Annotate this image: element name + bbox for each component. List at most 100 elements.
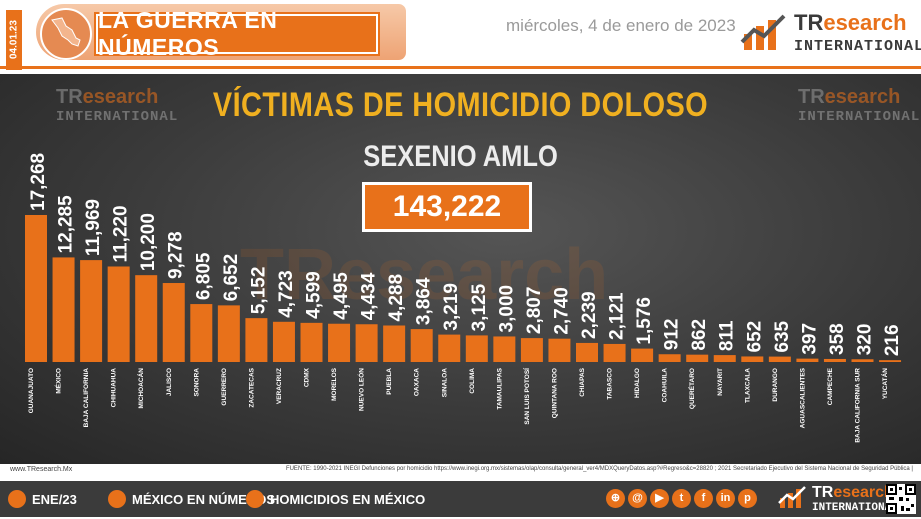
footer-homicidios-label: HOMICIDIOS EN MÉXICO xyxy=(270,491,426,507)
value-label-16: 3,219 xyxy=(441,283,462,331)
bar-26 xyxy=(713,355,736,362)
watermark-right-a: TR xyxy=(798,86,825,108)
header-divider xyxy=(0,66,921,69)
value-label-8: 6,652 xyxy=(221,254,242,302)
category-label-29: AGUASCALIENTES xyxy=(799,367,806,428)
bar-6 xyxy=(162,283,185,362)
bar-19 xyxy=(520,338,543,362)
category-label-2: MÉXICO xyxy=(54,368,63,394)
twitter-icon[interactable]: t xyxy=(672,489,691,508)
category-label-7: SONORA xyxy=(193,368,200,397)
bar-18 xyxy=(493,336,516,362)
site-url[interactable]: www.TResearch.Mx xyxy=(10,466,73,473)
category-label-20: QUINTANA ROO xyxy=(551,368,558,418)
bar-30 xyxy=(823,358,846,362)
watermark-left: TResearch INTERNATIONAL xyxy=(18,86,178,125)
category-label-24: COAHUILA xyxy=(662,368,669,403)
value-label-32: 216 xyxy=(882,324,903,356)
chart-title: VÍCTIMAS DE HOMICIDIO DOLOSO xyxy=(212,86,709,124)
category-label-28: DURANGO xyxy=(772,368,779,402)
pinterest-icon[interactable]: p xyxy=(738,489,757,508)
bar-3 xyxy=(80,260,103,362)
value-label-4: 11,220 xyxy=(111,205,132,262)
facebook-icon[interactable]: f xyxy=(694,489,713,508)
category-label-8: GUERRERO xyxy=(221,368,228,406)
category-label-16: SINALOA xyxy=(441,368,448,398)
bar-32 xyxy=(879,360,902,362)
value-label-26: 811 xyxy=(717,320,738,351)
category-label-15: OAXACA xyxy=(414,368,421,396)
value-label-31: 320 xyxy=(855,324,876,356)
footer-brand[interactable]: TResearch INTERNATIONAL xyxy=(778,484,898,515)
footer-date-label: ENE/23 xyxy=(32,491,77,507)
category-label-6: JALISCO xyxy=(166,368,173,396)
watermark-right: TResearch INTERNATIONAL xyxy=(760,86,920,125)
value-label-5: 10,200 xyxy=(138,213,159,271)
mail-icon[interactable]: @ xyxy=(628,489,647,508)
bar-28 xyxy=(768,356,791,362)
category-label-17: COLIMA xyxy=(469,368,476,394)
category-label-18: TAMAULIPAS xyxy=(496,367,503,409)
bar-20 xyxy=(548,338,571,362)
value-label-6: 9,278 xyxy=(166,231,187,279)
side-date-tab: 04.01.23 xyxy=(6,10,22,70)
social-icons: ⊕ @ ▶ t f in p xyxy=(606,489,757,508)
bar-4 xyxy=(107,266,130,362)
category-label-4: CHIHUAHUA xyxy=(111,368,118,408)
value-label-3: 11,969 xyxy=(83,199,104,256)
bar-2 xyxy=(52,257,75,362)
source-note: FUENTE: 1990-2021 INEGI Defunciones por … xyxy=(285,466,913,472)
bar-14 xyxy=(383,325,406,362)
qr-code[interactable] xyxy=(886,484,916,514)
footer-mexico-numeros[interactable]: MÉXICO EN NÚMEROS xyxy=(108,490,275,508)
linkedin-icon[interactable]: in xyxy=(716,489,735,508)
value-label-28: 635 xyxy=(772,320,793,352)
footer-homicidios[interactable]: HOMICIDIOS EN MÉXICO xyxy=(246,490,425,508)
watermark-center: TResearch xyxy=(240,235,609,315)
bar-22 xyxy=(603,343,626,362)
value-label-13: 4,434 xyxy=(359,272,380,320)
footer-brand-a: TR xyxy=(812,484,834,501)
brand-chart-icon xyxy=(740,14,786,50)
category-label-14: PUEBLA xyxy=(386,368,393,395)
watermark-left-b: esearch xyxy=(82,86,159,108)
watermark-right-sub: INTERNATIONAL xyxy=(798,109,921,125)
footer-date[interactable]: ENE/23 xyxy=(8,490,77,508)
category-label-21: CHIAPAS xyxy=(579,367,586,396)
category-label-12: MORELOS xyxy=(331,367,338,401)
category-label-1: GUANAJUATO xyxy=(28,368,35,413)
value-label-27: 652 xyxy=(744,321,765,353)
value-label-14: 4,288 xyxy=(386,274,407,322)
alert-icon xyxy=(246,490,264,508)
value-label-25: 862 xyxy=(689,319,710,351)
video-icon[interactable]: ▶ xyxy=(650,489,669,508)
category-label-19: SAN LUIS POTOSÍ xyxy=(522,368,531,425)
date-label: miércoles, 4 de enero de 2023 xyxy=(506,16,736,35)
value-label-21: 2,239 xyxy=(579,291,600,339)
bar-13 xyxy=(355,324,378,362)
bar-8 xyxy=(217,305,240,362)
category-label-23: HIDALGO xyxy=(634,368,641,398)
bar-1 xyxy=(25,215,47,362)
map-icon xyxy=(108,490,126,508)
value-label-15: 3,864 xyxy=(414,277,435,325)
side-date-text: 04.01.23 xyxy=(8,20,20,60)
brand-logo[interactable]: TResearch INTERNATIONAL xyxy=(740,8,921,60)
page-title: LA GUERRA EN NÚMEROS xyxy=(96,7,378,60)
bar-15 xyxy=(410,329,433,362)
value-label-30: 358 xyxy=(827,323,848,355)
category-label-26: NAYARIT xyxy=(717,368,724,396)
footer-brand-sub: INTERNATIONAL xyxy=(812,502,898,514)
footer-brand-icon xyxy=(778,486,806,508)
brand-name-a: TR xyxy=(794,10,824,35)
bar-9 xyxy=(245,318,268,362)
category-label-10: VERACRUZ xyxy=(276,368,283,404)
category-label-13: NUEVO LEÓN xyxy=(357,368,366,411)
bar-11 xyxy=(300,322,323,362)
value-label-12: 4,495 xyxy=(331,272,352,320)
category-label-25: QUERÉTARO xyxy=(687,368,696,409)
category-label-30: CAMPECHE xyxy=(827,367,834,405)
watermark-left-a: TR xyxy=(56,86,83,108)
value-label-2: 12,285 xyxy=(56,195,77,254)
web-icon[interactable]: ⊕ xyxy=(606,489,625,508)
